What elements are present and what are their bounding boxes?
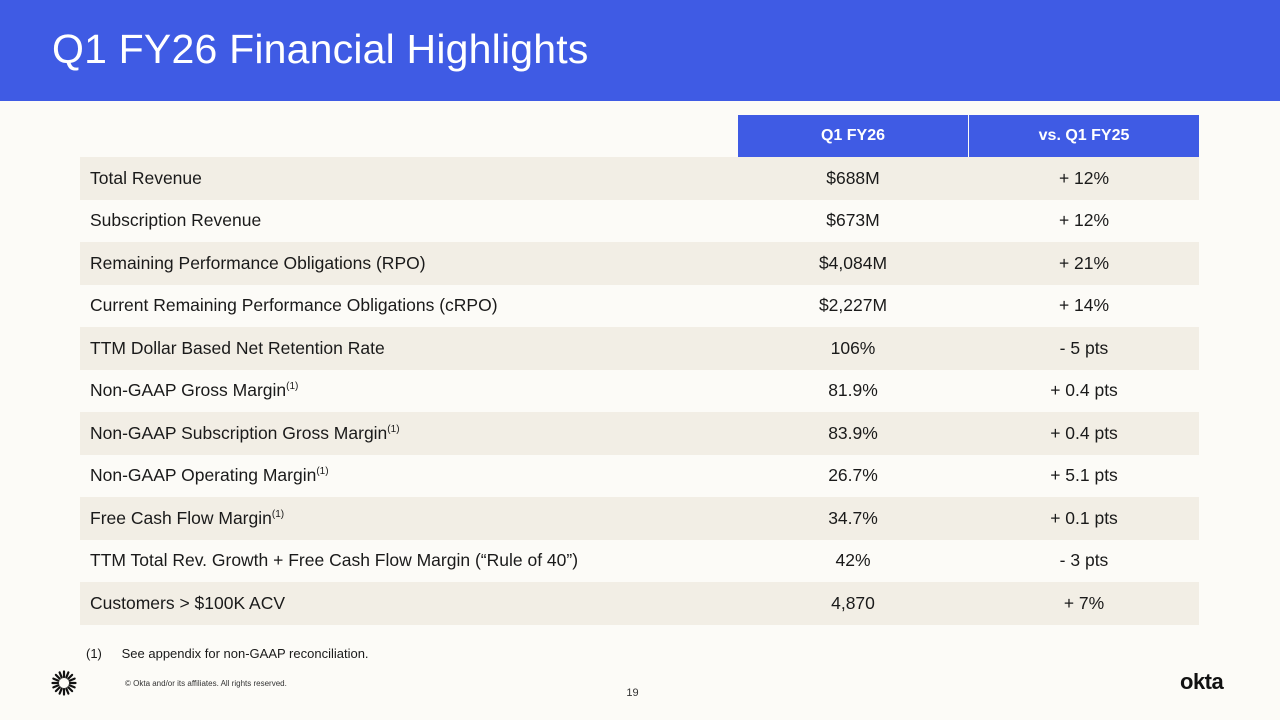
row-label: TTM Dollar Based Net Retention Rate: [90, 338, 385, 359]
q1fy26-value: $2,227M: [818, 295, 888, 316]
table-header: Q1 FY26 vs. Q1 FY25: [80, 115, 1199, 157]
table-row: Non-GAAP Subscription Gross Margin(1) 83.…: [80, 412, 1199, 455]
q1fy26-value: 42%: [835, 550, 871, 571]
row-label: Non-GAAP Subscription Gross Margin(1): [90, 423, 400, 444]
yoy-change-value: + 21%: [1058, 252, 1110, 273]
row-label-text: Total Revenue: [90, 167, 202, 188]
slide-title: Q1 FY26 Financial Highlights: [52, 26, 589, 72]
row-label: Remaining Performance Obligations (RPO): [90, 253, 426, 274]
sunburst-logo-icon: [51, 670, 77, 696]
row-label: Free Cash Flow Margin(1): [90, 508, 284, 529]
row-label-text: Current Remaining Performance Obligation…: [90, 295, 498, 316]
table-row: Total Revenue $688M + 12%: [80, 157, 1199, 200]
yoy-change-value: + 0.4 pts: [1050, 380, 1118, 401]
table-row: Customers > $100K ACV 4,870 + 7%: [80, 582, 1199, 625]
table-row: Free Cash Flow Margin(1) 34.7% + 0.1 pts: [80, 497, 1199, 540]
yoy-change-value: - 5 pts: [1059, 337, 1109, 358]
table-row: TTM Dollar Based Net Retention Rate 106% -…: [80, 327, 1199, 370]
footnote: (1) See appendix for non-GAAP reconcilia…: [86, 646, 369, 661]
copyright-notice: © Okta and/or its affiliates. All rights…: [125, 679, 287, 688]
footnote-reference: (1): [271, 508, 285, 520]
q1fy26-value: 81.9%: [828, 380, 878, 401]
column-header-vs-q1fy25: vs. Q1 FY25: [969, 115, 1199, 157]
row-label-text: TTM Total Rev. Growth + Free Cash Flow M…: [90, 550, 579, 571]
okta-logo: okta: [1180, 669, 1224, 694]
row-label-text: Non-GAAP Operating Margin: [90, 465, 317, 486]
title-bar: Q1 FY26 Financial Highlights: [0, 0, 1280, 101]
q1fy26-value: 34.7%: [828, 507, 878, 528]
row-label: Current Remaining Performance Obligation…: [90, 295, 498, 316]
table-row: Current Remaining Performance Obligation…: [80, 285, 1199, 328]
table-row: Non-GAAP Operating Margin(1) 26.7% + 5.1 p…: [80, 455, 1199, 498]
row-label-text: Non-GAAP Gross Margin: [90, 380, 287, 401]
row-label-text: Subscription Revenue: [90, 210, 262, 231]
row-label: TTM Total Rev. Growth + Free Cash Flow M…: [90, 550, 578, 571]
yoy-change-value: + 5.1 pts: [1050, 465, 1118, 486]
row-label-text: TTM Dollar Based Net Retention Rate: [90, 337, 385, 358]
q1fy26-value: 83.9%: [828, 422, 878, 443]
footnote-reference: (1): [316, 466, 329, 478]
row-label-text: Non-GAAP Subscription Gross Margin: [90, 422, 388, 443]
q1fy26-value: $4,084M: [818, 252, 888, 273]
yoy-change-value: + 0.1 pts: [1050, 507, 1118, 528]
yoy-change-value: - 3 pts: [1059, 550, 1109, 571]
q1fy26-value: 4,870: [831, 592, 875, 613]
q1fy26-value: $673M: [826, 210, 880, 231]
table-row: Subscription Revenue $673M + 12%: [80, 200, 1199, 243]
yoy-change-value: + 7%: [1063, 592, 1105, 613]
q1fy26-value: 106%: [830, 337, 876, 358]
table-body: Total Revenue $688M + 12% Subscription Reve…: [80, 157, 1199, 625]
q1fy26-value: $688M: [826, 167, 880, 188]
yoy-change-value: + 14%: [1058, 295, 1110, 316]
row-label-text: Remaining Performance Obligations (RPO): [90, 252, 426, 273]
financial-highlights-table: Q1 FY26 vs. Q1 FY25 Total Revenue $688M + …: [80, 115, 1199, 625]
footnote-marker: (1): [86, 646, 102, 661]
row-label: Customers > $100K ACV: [90, 593, 285, 614]
footnote-text: See appendix for non-GAAP reconciliation…: [121, 646, 369, 661]
row-label: Total Revenue: [90, 168, 202, 189]
row-label: Non-GAAP Gross Margin(1): [90, 380, 298, 401]
footnote-reference: (1): [286, 381, 299, 393]
table-row: Remaining Performance Obligations (RPO) $…: [80, 242, 1199, 285]
yoy-change-value: + 0.4 pts: [1050, 422, 1118, 443]
row-label-text: Free Cash Flow Margin: [90, 507, 272, 528]
q1fy26-value: 26.7%: [828, 465, 878, 486]
row-label: Subscription Revenue: [90, 210, 261, 231]
table-row: TTM Total Rev. Growth + Free Cash Flow M…: [80, 540, 1199, 583]
footnote-reference: (1): [387, 423, 400, 435]
row-label-text: Customers > $100K ACV: [90, 592, 286, 613]
yoy-change-value: + 12%: [1058, 210, 1110, 231]
table-row: Non-GAAP Gross Margin(1) 81.9% + 0.4 pts: [80, 370, 1199, 413]
row-label: Non-GAAP Operating Margin(1): [90, 465, 329, 486]
yoy-change-value: + 12%: [1058, 167, 1110, 188]
column-header-q1fy26: Q1 FY26: [738, 115, 968, 157]
page-number: 19: [626, 687, 639, 699]
